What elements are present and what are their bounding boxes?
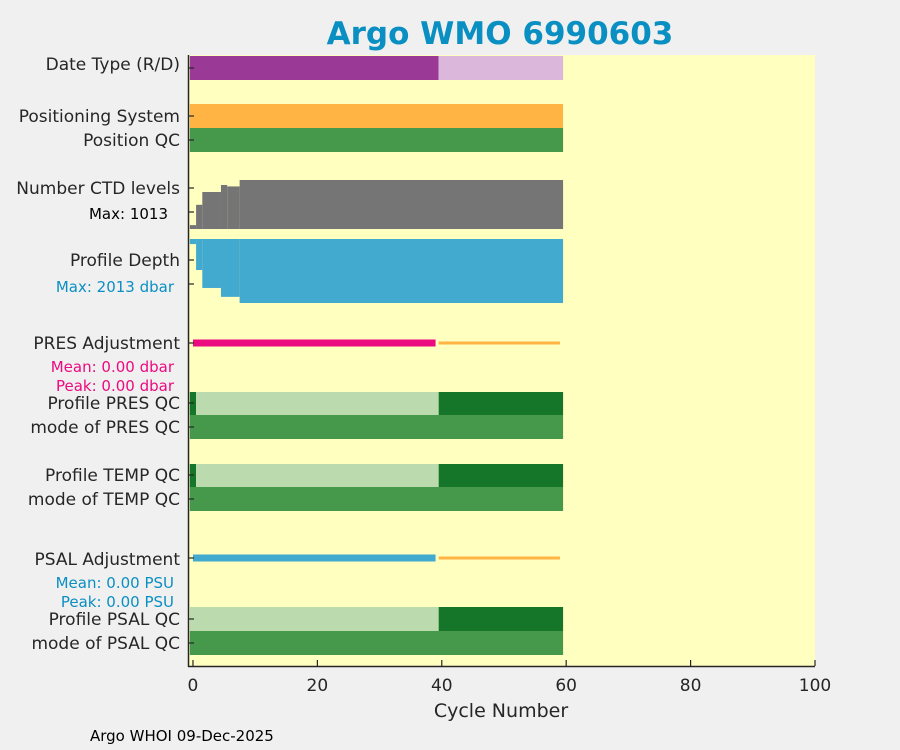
label-pres-peak: Peak: 0.00 dbar	[56, 377, 175, 395]
x-tick-label: 20	[307, 676, 329, 696]
label-profile-depth: Profile Depth	[70, 251, 180, 271]
temp-qc-segment	[438, 464, 564, 487]
ctd-levels-bar	[239, 180, 564, 229]
psal-qc-segment	[189, 607, 439, 631]
label-depth-max: Max: 2013 dbar	[56, 278, 175, 296]
profile-depth-bar	[239, 239, 564, 303]
psal-qc-segment	[438, 607, 564, 631]
x-tick-label: 60	[555, 676, 577, 696]
profile-depth-bar	[189, 239, 197, 245]
label-ctd-max: Max: 1013	[89, 205, 168, 223]
pres-qc-segment	[438, 392, 564, 415]
label-pres-adjustment: PRES Adjustment	[33, 334, 180, 354]
temp-qc-segment	[196, 464, 439, 487]
chart-marks	[188, 56, 564, 655]
label-psal-peak: Peak: 0.00 PSU	[61, 593, 174, 611]
ctd-levels-bar	[196, 204, 203, 229]
x-tick-label: 0	[188, 676, 199, 696]
label-psal-mode: mode of PSAL QC	[31, 634, 180, 654]
x-tick-label: 80	[680, 676, 702, 696]
x-axis-label: Cycle Number	[434, 700, 568, 722]
label-ctd-levels: Number CTD levels	[16, 179, 180, 199]
date-type-segment	[189, 56, 439, 80]
x-axis-ticks: 0 20 40 60 80 100	[188, 660, 831, 696]
psal-adjustment-line	[192, 554, 436, 562]
date-type-segment	[438, 56, 564, 80]
label-pres-mean: Mean: 0.00 dbar	[51, 358, 175, 376]
label-pres-qc: Profile PRES QC	[47, 394, 180, 414]
ctd-levels-bar	[227, 186, 240, 229]
ctd-levels-bar	[202, 191, 221, 229]
ctd-levels-bar	[189, 225, 197, 229]
position-qc-segment	[189, 128, 564, 152]
pres-qc-segment	[196, 392, 439, 415]
psal-mode-segment	[189, 631, 564, 655]
label-psal-mean: Mean: 0.00 PSU	[56, 574, 174, 592]
x-tick-label: 40	[431, 676, 453, 696]
pres-adjustment-line	[438, 341, 560, 345]
label-psal-qc: Profile PSAL QC	[49, 610, 180, 630]
profile-depth-bar	[220, 239, 240, 297]
label-date-type: Date Type (R/D)	[46, 55, 180, 75]
label-position-qc: Position QC	[83, 131, 180, 151]
plot-area	[188, 55, 815, 666]
chart-title: Argo WMO 6990603	[327, 16, 674, 52]
pres-mode-segment	[189, 415, 564, 439]
ctd-levels-bar	[220, 184, 228, 229]
label-positioning-system: Positioning System	[19, 107, 180, 127]
temp-mode-segment	[189, 487, 564, 511]
psal-adjustment-line	[438, 556, 560, 560]
label-psal-adjustment: PSAL Adjustment	[35, 550, 181, 570]
pres-adjustment-line	[192, 339, 436, 347]
profile-depth-bar	[202, 239, 221, 288]
label-temp-mode: mode of TEMP QC	[28, 490, 180, 510]
positioning-segment	[189, 104, 564, 128]
label-pres-mode: mode of PRES QC	[30, 418, 180, 438]
profile-depth-bar	[196, 239, 203, 270]
x-tick-label: 100	[799, 676, 831, 696]
label-temp-qc: Profile TEMP QC	[45, 466, 180, 486]
footer-text: Argo WHOI 09-Dec-2025	[90, 727, 274, 745]
